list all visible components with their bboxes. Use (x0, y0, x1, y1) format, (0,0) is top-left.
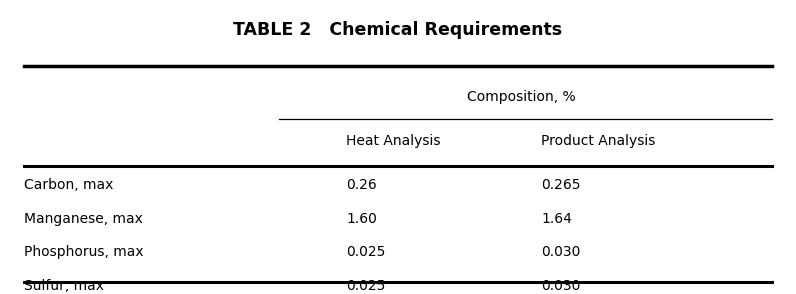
Text: 0.025: 0.025 (346, 279, 385, 293)
Text: 0.265: 0.265 (541, 178, 581, 192)
Text: Composition, %: Composition, % (467, 90, 576, 104)
Text: 0.26: 0.26 (346, 178, 377, 192)
Text: 0.030: 0.030 (541, 279, 580, 293)
Text: 0.025: 0.025 (346, 245, 385, 260)
Text: Heat Analysis: Heat Analysis (346, 134, 441, 148)
Text: Carbon, max: Carbon, max (24, 178, 113, 192)
Text: 0.030: 0.030 (541, 245, 580, 260)
Text: Sulfur, max: Sulfur, max (24, 279, 104, 293)
Text: Manganese, max: Manganese, max (24, 212, 142, 226)
Text: 1.60: 1.60 (346, 212, 377, 226)
Text: Product Analysis: Product Analysis (541, 134, 656, 148)
Text: 1.64: 1.64 (541, 212, 572, 226)
Text: Phosphorus, max: Phosphorus, max (24, 245, 143, 260)
Text: TABLE 2   Chemical Requirements: TABLE 2 Chemical Requirements (233, 21, 563, 39)
